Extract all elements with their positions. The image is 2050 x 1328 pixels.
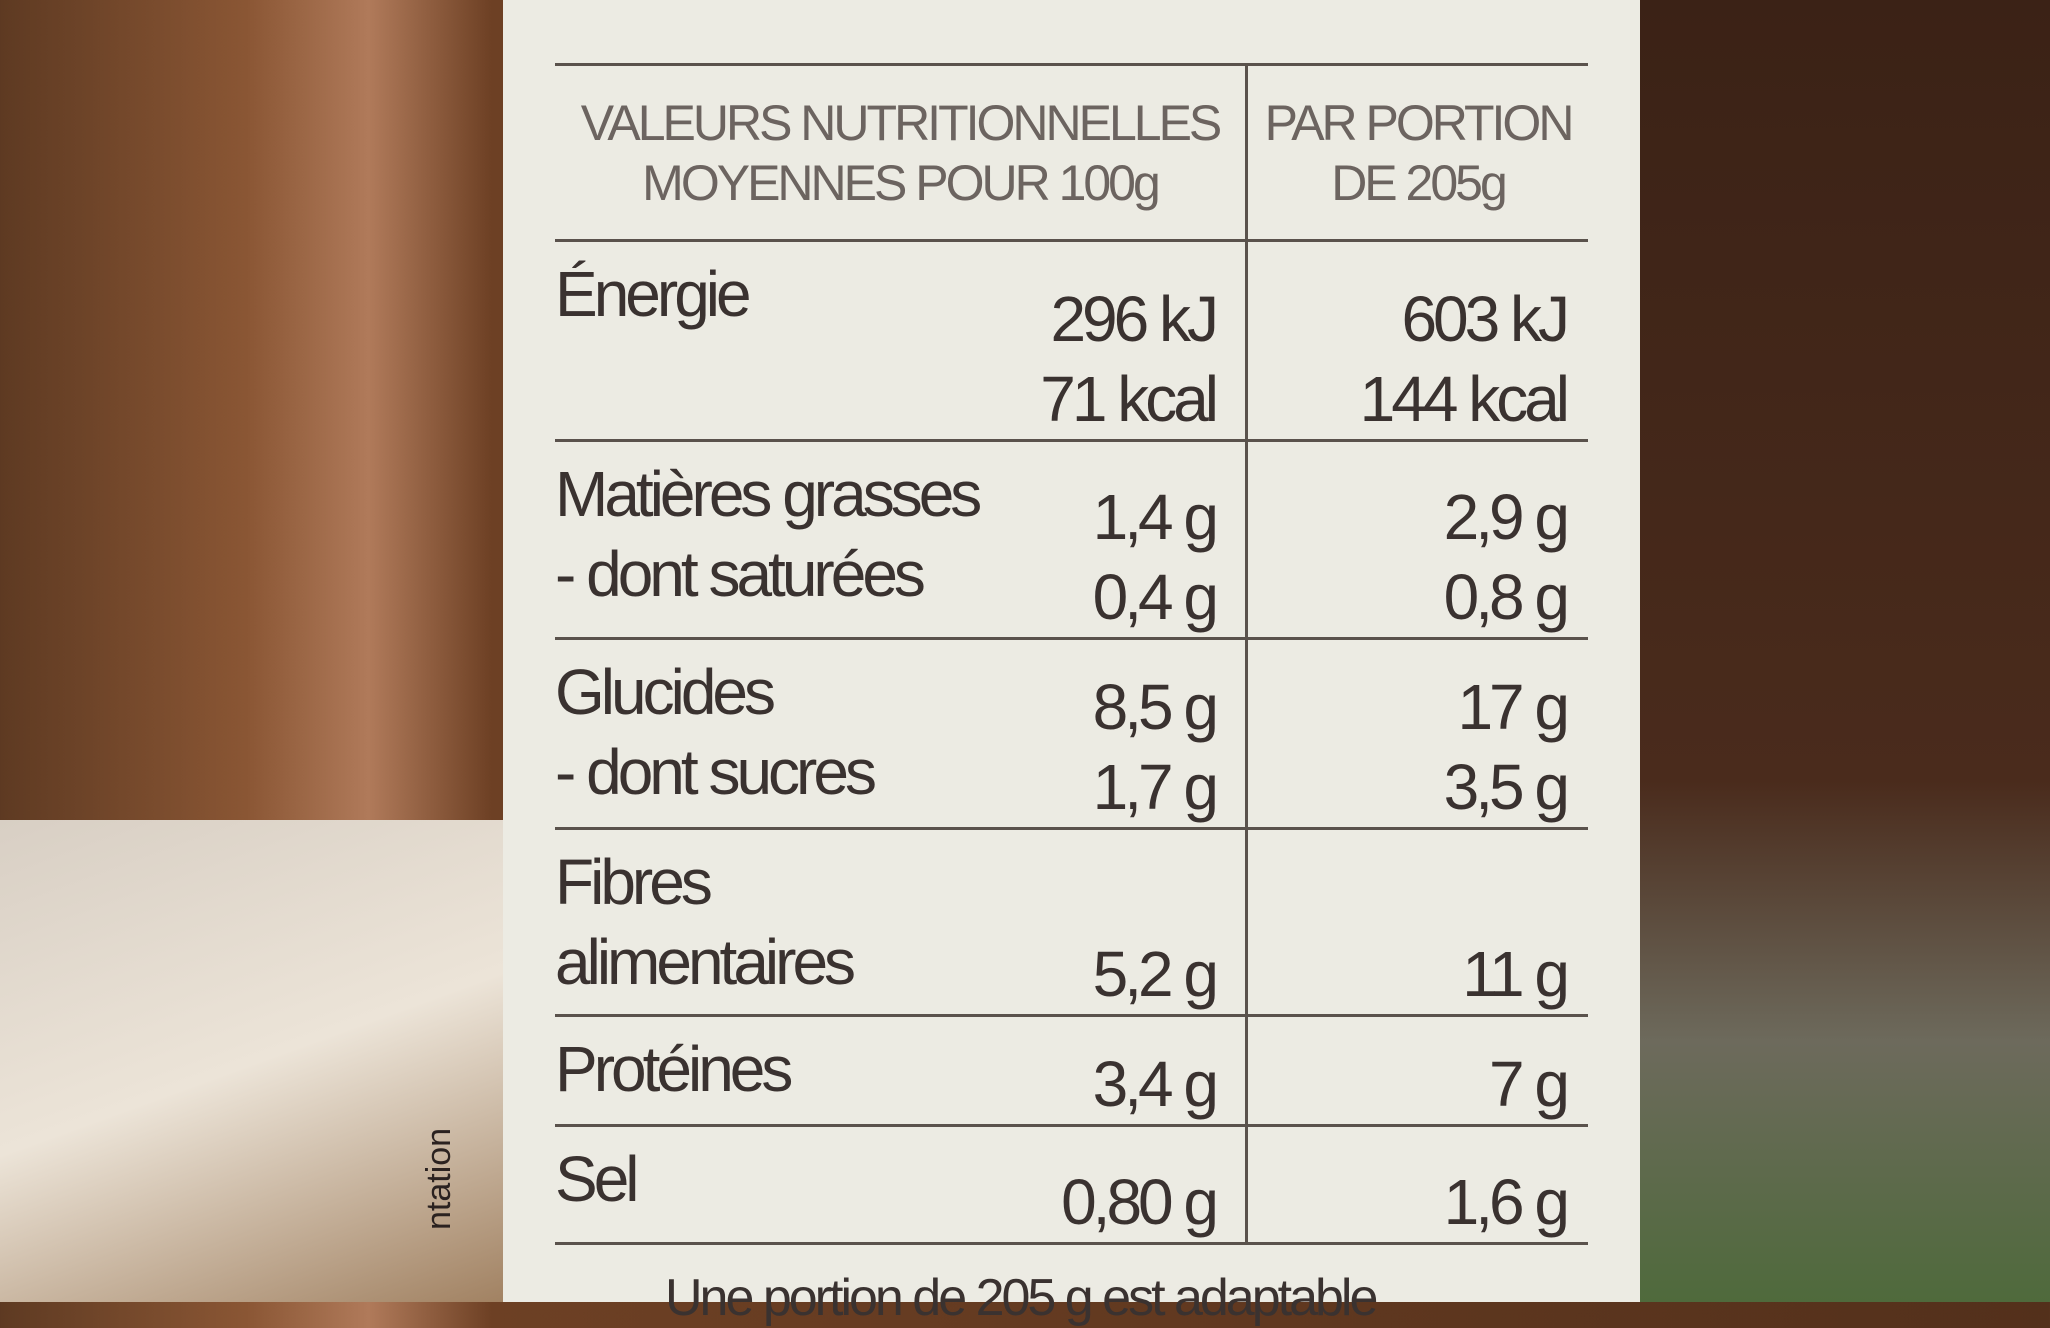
header-text: VALEURS NUTRITIONNELLES MOYENNES POUR 100…: [580, 93, 1223, 213]
cell: 17 g 3,5 g: [1248, 640, 1588, 827]
value-line: 8,5 g: [1092, 671, 1219, 743]
header-line: DE 205g: [1331, 154, 1508, 211]
value-100g: 0,80 g: [1061, 1162, 1219, 1242]
value-line: 71 kcal: [1040, 363, 1219, 435]
header-text: PAR PORTION DE 205g: [1264, 93, 1575, 213]
label-line: - dont saturées: [555, 538, 926, 610]
label-line: alimentaires: [555, 926, 856, 998]
nutrient-row: Sel 0,80 g 1,6 g: [555, 1127, 1588, 1245]
cell: 1,6 g: [1248, 1127, 1588, 1242]
cell: 7 g: [1248, 1017, 1588, 1124]
value-line: 144 kcal: [1359, 363, 1570, 435]
label-line: Matières grasses: [555, 458, 982, 530]
background-food: [1640, 0, 2050, 1302]
label-line: Fibres: [555, 846, 713, 918]
cell: 603 kJ 144 kcal: [1248, 242, 1588, 439]
header-cell: VALEURS NUTRITIONNELLES MOYENNES POUR 100…: [555, 66, 1248, 239]
value-line: 3,5 g: [1443, 751, 1570, 823]
nutrient-label: Sel: [555, 1127, 639, 1219]
cell: Énergie 296 kJ 71 kcal: [555, 242, 1248, 439]
label-line: - dont sucres: [555, 736, 877, 808]
footer-text: Une portion de 205 g est adaptable: [665, 1269, 1378, 1327]
nutrient-label: Énergie: [555, 242, 752, 334]
header-line: PAR PORTION: [1264, 94, 1575, 151]
value-line: 5,2 g: [1092, 938, 1219, 1010]
label-line: Glucides: [555, 656, 776, 728]
value-line: 1,6 g: [1443, 1166, 1570, 1238]
value-line: 0,80 g: [1061, 1166, 1219, 1238]
header-cell: PAR PORTION DE 205g: [1248, 66, 1588, 239]
header-row: VALEURS NUTRITIONNELLES MOYENNES POUR 100…: [555, 66, 1588, 242]
cell: 2,9 g 0,8 g: [1248, 442, 1588, 637]
cell: 11 g: [1248, 830, 1588, 1014]
label-line: Sel: [555, 1143, 639, 1215]
cell: Protéines 3,4 g: [555, 1017, 1248, 1124]
nutrition-table: VALEURS NUTRITIONNELLES MOYENNES POUR 100…: [555, 63, 1588, 1245]
value-line: 1,4 g: [1092, 481, 1219, 553]
label-paper: [503, 0, 1640, 1302]
nutrient-row: Protéines 3,4 g 7 g: [555, 1017, 1588, 1127]
value-line: 3,4 g: [1092, 1048, 1219, 1120]
cell: Matières grasses - dont saturées 1,4 g 0,4 …: [555, 442, 1248, 637]
value-100g: 3,4 g: [1092, 1044, 1219, 1124]
value-line: 2,9 g: [1443, 481, 1570, 553]
header-line: MOYENNES POUR 100g: [642, 154, 1161, 211]
value-100g: 5,2 g: [1092, 934, 1219, 1014]
value-line: 7 g: [1489, 1048, 1570, 1120]
nutrient-row: Matières grasses - dont saturées 1,4 g 0,4 …: [555, 442, 1588, 640]
label-line: Protéines: [555, 1033, 793, 1105]
nutrient-row: Glucides - dont sucres 8,5 g 1,7 g 17 g 3,5 g: [555, 640, 1588, 830]
nutrient-label: Glucides - dont sucres: [555, 640, 877, 812]
cell: Sel 0,80 g: [555, 1127, 1248, 1242]
value-line: 17 g: [1457, 671, 1570, 743]
value-line: 0,4 g: [1092, 561, 1219, 633]
value-100g: 8,5 g 1,7 g: [1092, 667, 1219, 827]
background-plate: [0, 820, 520, 1302]
header-line: VALEURS NUTRITIONNELLES: [580, 94, 1223, 151]
value-line: 0,8 g: [1443, 561, 1570, 633]
cell: Fibres alimentaires 5,2 g: [555, 830, 1248, 1014]
value-line: 11 g: [1462, 938, 1570, 1010]
cell: Glucides - dont sucres 8,5 g 1,7 g: [555, 640, 1248, 827]
label-line: Énergie: [555, 258, 752, 330]
value-line: 603 kJ: [1401, 283, 1570, 355]
nutrient-label: Matières grasses - dont saturées: [555, 442, 982, 614]
value-line: 296 kJ: [1050, 283, 1219, 355]
value-100g: 1,4 g 0,4 g: [1092, 477, 1219, 637]
nutrient-row: Énergie 296 kJ 71 kcal 603 kJ 144 kcal: [555, 242, 1588, 442]
side-text: ntation: [420, 1127, 458, 1230]
nutrient-row: Fibres alimentaires 5,2 g 11 g: [555, 830, 1588, 1017]
value-line: 1,7 g: [1092, 751, 1219, 823]
value-100g: 296 kJ 71 kcal: [1040, 279, 1219, 439]
nutrient-label: Fibres alimentaires: [555, 830, 856, 1002]
nutrient-label: Protéines: [555, 1017, 793, 1109]
